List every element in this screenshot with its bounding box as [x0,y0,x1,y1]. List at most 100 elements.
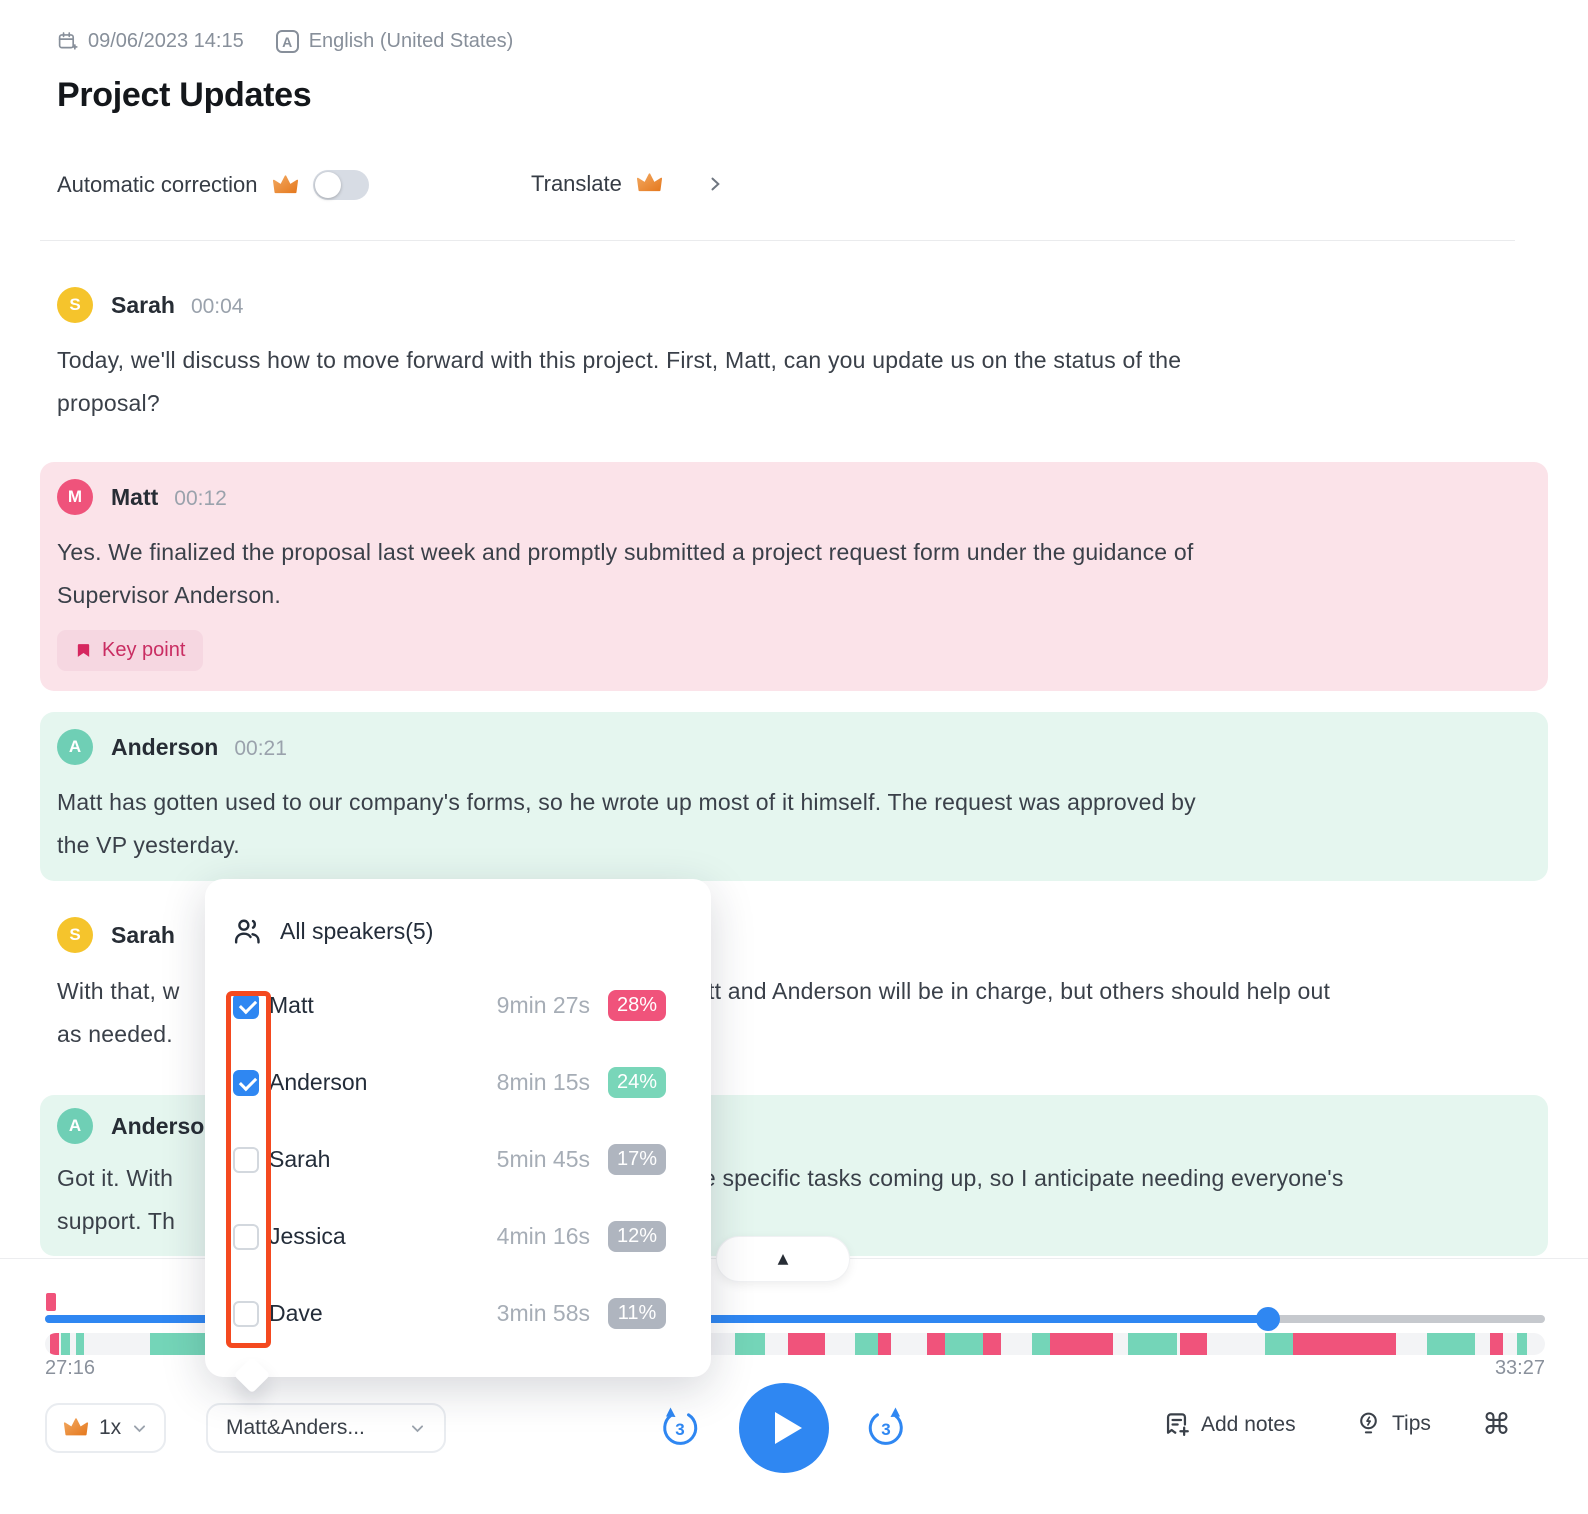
page-title: Project Updates [57,76,312,114]
auto-correction-label: Automatic correction [57,172,258,197]
speaker-filter-button[interactable]: Matt&Anders... [206,1403,446,1453]
rewind-3s-button[interactable]: 3 [658,1406,702,1450]
avatar: A [57,729,93,765]
speaker-name: Sarah [111,922,175,948]
transcript-block-matt: M Matt 00:12 Yes. We finalized the propo… [40,462,1548,691]
avatar-initial: S [69,295,81,314]
timestamp[interactable]: 00:12 [174,487,227,510]
bookmark-marker[interactable] [46,1293,56,1311]
timestamp[interactable]: 00:04 [190,295,244,318]
avatar-initial: M [67,487,83,506]
bookmark-icon [77,644,90,657]
translate-label: Translate [531,170,622,196]
speaker-name: Sarah [111,292,175,318]
timeline-segment-teal [60,1333,70,1355]
speakers-popup: All speakers(5) Matt 9min 27s 28% Anders… [205,879,711,1394]
speaker-percent-badge: 12% [608,1221,666,1252]
transcript-text: Today, we'll discuss how to move forward… [57,347,1182,373]
key-point-tag[interactable]: Key point [57,630,204,671]
language-icon: A [275,30,299,53]
timeline-segment-teal [1127,1333,1178,1355]
shortcuts-button[interactable]: ⌘ [1482,1407,1511,1441]
transcript-text: support. Th [57,1208,176,1234]
translate-option[interactable]: Translate [531,170,725,197]
speaker-row-dave[interactable]: Dave 3min 58s 11% [205,1275,711,1352]
speaker-checkbox[interactable] [233,1223,259,1250]
up-triangle-icon: ▲ [777,1251,789,1267]
auto-correction-toggle[interactable] [312,170,369,200]
transcript-text: as needed. [57,1021,173,1047]
speaker-duration: 9min 27s [496,992,590,1018]
speakers-popup-title: All speakers(5) [280,917,434,944]
timeline-segment-teal [76,1333,84,1355]
playback-speed-button[interactable]: 1x [45,1403,167,1453]
speaker-duration: 5min 45s [496,1146,590,1172]
speaker-row-sarah[interactable]: Sarah 5min 45s 17% [205,1121,711,1198]
add-notes-button[interactable]: Add notes [1163,1411,1296,1438]
command-icon: ⌘ [1482,1407,1511,1441]
speaker-percent-badge: 28% [608,990,666,1021]
timeline-segment-teal [1264,1333,1293,1355]
timeline-segment-pink [49,1333,60,1355]
transcript-text: Supervisor Anderson. [57,582,281,608]
avatar-initial: S [69,925,81,944]
forward-seconds-label: 3 [881,1420,890,1439]
auto-correction-option: Automatic correction [57,170,369,200]
speakers-icon [234,919,260,944]
speaker-duration: 3min 58s [496,1300,590,1326]
speaker-duration: 4min 16s [496,1223,590,1249]
progress-thumb[interactable] [1255,1307,1280,1331]
avatar: M [57,479,93,515]
speaker-row-matt[interactable]: Matt 9min 27s 28% [205,967,711,1044]
collapse-player-button[interactable]: ▲ [716,1236,850,1282]
timeline-segment-pink [787,1333,825,1355]
forward-3s-button[interactable]: 3 [864,1406,908,1450]
speaker-row-jessica[interactable]: Jessica 4min 16s 12% [205,1198,711,1275]
options-row: Automatic correction Translate [0,170,1588,210]
chevron-right-icon[interactable] [705,174,725,194]
speaker-percent-badge: 11% [608,1298,666,1329]
language-selector: A English (United States) [275,30,514,53]
time-row: 27:16 33:27 [45,1357,1545,1380]
tips-button[interactable]: Tips [1356,1411,1431,1436]
language-label: English (United States) [308,30,514,52]
transcript-text: att and Anderson will be in charge, but … [695,978,1331,1004]
speaker-checkbox[interactable] [233,1300,259,1327]
play-button[interactable] [739,1383,829,1473]
transcript-text: the VP yesterday. [57,832,240,858]
transcript-text: Yes. We finalized the proposal last week… [57,539,1194,565]
timeline-segment-pink [1292,1333,1397,1355]
timeline-segment-teal [735,1333,765,1355]
timeline-segment-pink [1489,1333,1503,1355]
toggle-knob [314,172,341,198]
avatar: A [57,1108,93,1144]
transcript-block-anderson-1: A Anderson 00:21 Matt has gotten used to… [40,712,1548,881]
speaker-percent-badge: 17% [608,1144,666,1175]
timestamp[interactable]: 00:21 [234,737,287,760]
key-point-label: Key point [102,639,186,661]
crown-premium-icon [63,1418,89,1436]
calendar-icon [58,32,78,50]
total-time: 33:27 [1494,1357,1545,1379]
meeting-datetime: 09/06/2023 14:15 [88,30,244,52]
header-divider [40,240,1515,241]
speaker-checkbox[interactable] [233,1069,259,1096]
speaker-name: Anderson [111,1113,219,1139]
speaker-name: Anderson [111,734,219,760]
speaker-checkbox[interactable] [233,1146,259,1173]
speed-label: 1x [99,1416,122,1439]
speaker-percent-badge: 24% [608,1067,666,1098]
transcript-text: proposal? [57,390,160,416]
avatar-initial: A [68,737,82,756]
speaker-name: Matt [111,484,159,510]
avatar: S [57,287,93,323]
timeline-segment-pink [1050,1333,1113,1355]
transcript-text: Got it. With [57,1165,174,1191]
speaker-row-anderson[interactable]: Anderson 8min 15s 24% [205,1044,711,1121]
chevron-down-icon [411,1424,424,1432]
speaker-duration: 8min 15s [496,1069,590,1095]
current-time: 27:16 [45,1357,96,1379]
speaker-filter-label: Matt&Anders... [226,1416,365,1439]
speaker-row-name: Matt [269,992,314,1018]
